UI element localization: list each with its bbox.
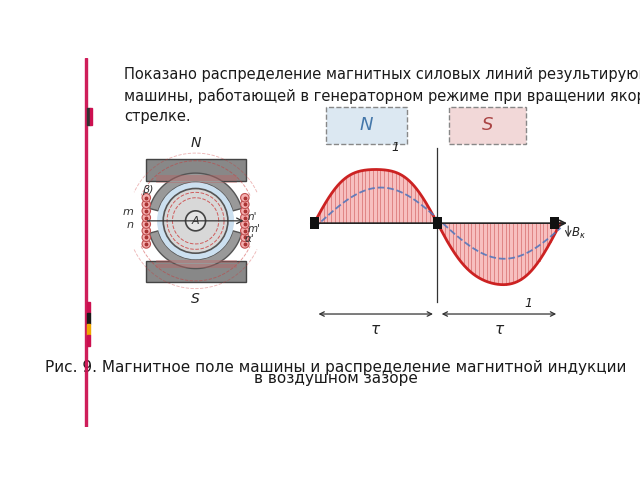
Text: Показано распределение магнитных силовых линий результирующего поля
машины, рабо: Показано распределение магнитных силовых…: [124, 67, 640, 124]
Bar: [87, 302, 90, 313]
Circle shape: [157, 182, 234, 259]
Bar: [87, 108, 90, 125]
Text: A: A: [192, 216, 200, 226]
Text: S: S: [191, 292, 200, 306]
Circle shape: [142, 220, 150, 228]
Polygon shape: [150, 231, 242, 269]
Circle shape: [241, 200, 249, 209]
Text: n': n': [248, 212, 257, 222]
Bar: [145, 159, 246, 181]
Text: S: S: [482, 116, 493, 134]
Text: τ: τ: [494, 322, 504, 336]
Circle shape: [241, 193, 249, 202]
Circle shape: [142, 207, 150, 215]
Circle shape: [142, 213, 150, 222]
Text: 1: 1: [525, 297, 532, 310]
Bar: [326, 107, 406, 144]
Text: N: N: [190, 136, 201, 150]
Circle shape: [241, 240, 249, 248]
Text: α': α': [245, 234, 255, 244]
Bar: [84, 58, 87, 427]
Bar: [145, 261, 246, 282]
Text: $B_\kappa$: $B_\kappa$: [572, 227, 586, 241]
Bar: [87, 313, 90, 324]
Text: N: N: [360, 116, 373, 134]
Circle shape: [142, 227, 150, 235]
Circle shape: [142, 200, 150, 209]
Bar: [87, 324, 90, 335]
Bar: [87, 335, 90, 346]
Bar: [310, 217, 319, 229]
Circle shape: [241, 227, 249, 235]
Circle shape: [241, 213, 249, 222]
Circle shape: [241, 220, 249, 228]
Text: Рис. 9. Магнитное поле машины и распределение магнитной индукции: Рис. 9. Магнитное поле машины и распреде…: [45, 360, 627, 375]
Bar: [433, 217, 442, 229]
Bar: [449, 107, 526, 144]
Text: τ: τ: [371, 322, 380, 336]
Circle shape: [142, 240, 150, 248]
Circle shape: [241, 233, 249, 241]
Text: m': m': [248, 224, 261, 234]
Bar: [90, 108, 92, 125]
Polygon shape: [150, 173, 242, 211]
Text: n: n: [127, 220, 134, 230]
Text: 1: 1: [392, 141, 399, 154]
Text: в воздушном зазоре: в воздушном зазоре: [254, 372, 418, 386]
Text: m: m: [123, 206, 134, 216]
Circle shape: [142, 233, 150, 241]
Bar: [550, 217, 559, 229]
Circle shape: [186, 211, 205, 231]
Circle shape: [163, 189, 228, 253]
Text: β): β): [141, 185, 153, 195]
Circle shape: [142, 193, 150, 202]
Circle shape: [241, 207, 249, 215]
